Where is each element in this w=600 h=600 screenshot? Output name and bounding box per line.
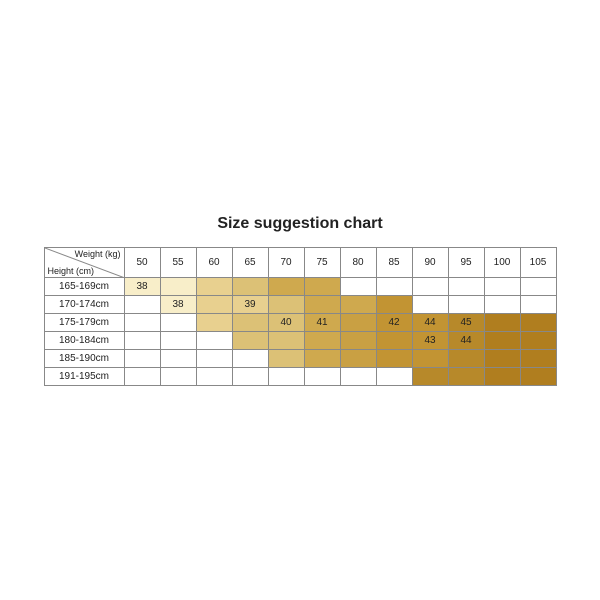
data-cell — [197, 314, 233, 332]
data-cell — [521, 278, 557, 296]
data-cell: 45 — [449, 314, 485, 332]
data-cell — [269, 350, 305, 368]
data-cell — [413, 296, 449, 314]
data-cell — [125, 314, 161, 332]
data-cell — [161, 314, 197, 332]
col-header: 70 — [269, 248, 305, 278]
data-cell: 44 — [449, 332, 485, 350]
data-cell — [305, 296, 341, 314]
data-cell — [449, 368, 485, 386]
data-cell — [233, 368, 269, 386]
data-cell: 39 — [233, 296, 269, 314]
data-cell — [197, 296, 233, 314]
data-cell: 41 — [305, 314, 341, 332]
data-cell — [341, 296, 377, 314]
data-cell — [197, 368, 233, 386]
data-cell — [161, 278, 197, 296]
data-cell — [485, 332, 521, 350]
data-cell: 38 — [161, 296, 197, 314]
data-cell — [521, 350, 557, 368]
data-cell — [233, 350, 269, 368]
data-cell — [377, 296, 413, 314]
row-header: 191-195cm — [45, 368, 125, 386]
data-cell — [125, 332, 161, 350]
col-header: 95 — [449, 248, 485, 278]
data-cell — [485, 278, 521, 296]
data-cell — [305, 368, 341, 386]
data-cell — [485, 296, 521, 314]
data-cell — [485, 350, 521, 368]
col-header: 85 — [377, 248, 413, 278]
data-cell — [521, 368, 557, 386]
data-cell — [269, 332, 305, 350]
data-cell — [413, 278, 449, 296]
data-cell — [161, 368, 197, 386]
col-header: 50 — [125, 248, 161, 278]
data-cell — [305, 278, 341, 296]
data-cell: 43 — [413, 332, 449, 350]
data-cell — [125, 368, 161, 386]
data-cell — [197, 278, 233, 296]
data-cell — [413, 368, 449, 386]
data-cell — [161, 350, 197, 368]
data-cell — [485, 368, 521, 386]
data-cell: 38 — [125, 278, 161, 296]
col-header: 90 — [413, 248, 449, 278]
data-cell — [377, 368, 413, 386]
data-cell — [269, 296, 305, 314]
data-cell — [233, 278, 269, 296]
col-header: 65 — [233, 248, 269, 278]
data-cell — [341, 278, 377, 296]
axis-label-height: Height (cm) — [48, 266, 95, 276]
data-cell — [125, 350, 161, 368]
data-cell — [305, 332, 341, 350]
col-header: 80 — [341, 248, 377, 278]
data-cell — [305, 350, 341, 368]
data-cell — [521, 314, 557, 332]
row-header: 185-190cm — [45, 350, 125, 368]
data-cell — [341, 314, 377, 332]
data-cell — [449, 278, 485, 296]
data-cell — [449, 296, 485, 314]
data-cell — [233, 314, 269, 332]
data-cell — [269, 368, 305, 386]
corner-header: Weight (kg) Height (cm) — [45, 248, 125, 278]
data-cell — [341, 368, 377, 386]
size-chart: Weight (kg) Height (cm) 505560657075808590… — [44, 247, 557, 386]
data-cell — [485, 314, 521, 332]
row-header: 175-179cm — [45, 314, 125, 332]
col-header: 100 — [485, 248, 521, 278]
data-cell — [413, 350, 449, 368]
data-cell — [233, 332, 269, 350]
row-header: 180-184cm — [45, 332, 125, 350]
col-header: 55 — [161, 248, 197, 278]
data-cell — [377, 278, 413, 296]
col-header: 60 — [197, 248, 233, 278]
data-cell — [449, 350, 485, 368]
data-cell — [197, 332, 233, 350]
data-cell: 40 — [269, 314, 305, 332]
data-cell — [341, 350, 377, 368]
data-cell — [377, 332, 413, 350]
data-cell — [341, 332, 377, 350]
row-header: 165-169cm — [45, 278, 125, 296]
data-cell — [125, 296, 161, 314]
axis-label-weight: Weight (kg) — [75, 249, 121, 259]
data-cell — [197, 350, 233, 368]
col-header: 75 — [305, 248, 341, 278]
data-cell: 42 — [377, 314, 413, 332]
data-cell — [521, 332, 557, 350]
data-cell: 44 — [413, 314, 449, 332]
col-header: 105 — [521, 248, 557, 278]
data-cell — [521, 296, 557, 314]
data-cell — [269, 278, 305, 296]
chart-title: Size suggestion chart — [217, 215, 382, 233]
data-cell — [161, 332, 197, 350]
data-cell — [377, 350, 413, 368]
row-header: 170-174cm — [45, 296, 125, 314]
